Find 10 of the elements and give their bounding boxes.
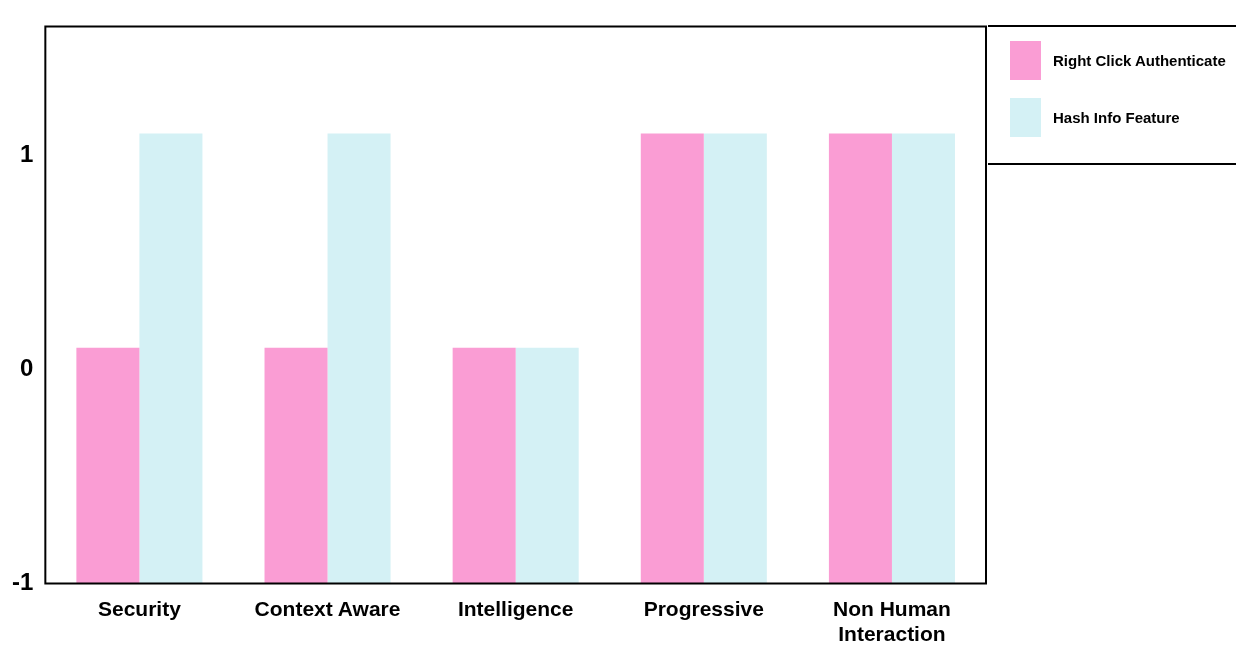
x-tick-label: Non Human Interaction	[833, 597, 951, 646]
text: Right Click Authenticate	[1053, 52, 1226, 70]
text: Hash Info Feature	[1053, 109, 1180, 127]
x-tick-label: Progressive	[643, 597, 764, 620]
y-tick-label: 0	[19, 353, 34, 381]
x-tick-label: Security	[97, 597, 182, 620]
y-tick-label: -1	[12, 568, 34, 596]
x-tick-label: Intelligence	[457, 597, 574, 620]
y-tick-label: 1	[19, 139, 34, 167]
x-tick-label: Context Aware	[254, 597, 401, 620]
